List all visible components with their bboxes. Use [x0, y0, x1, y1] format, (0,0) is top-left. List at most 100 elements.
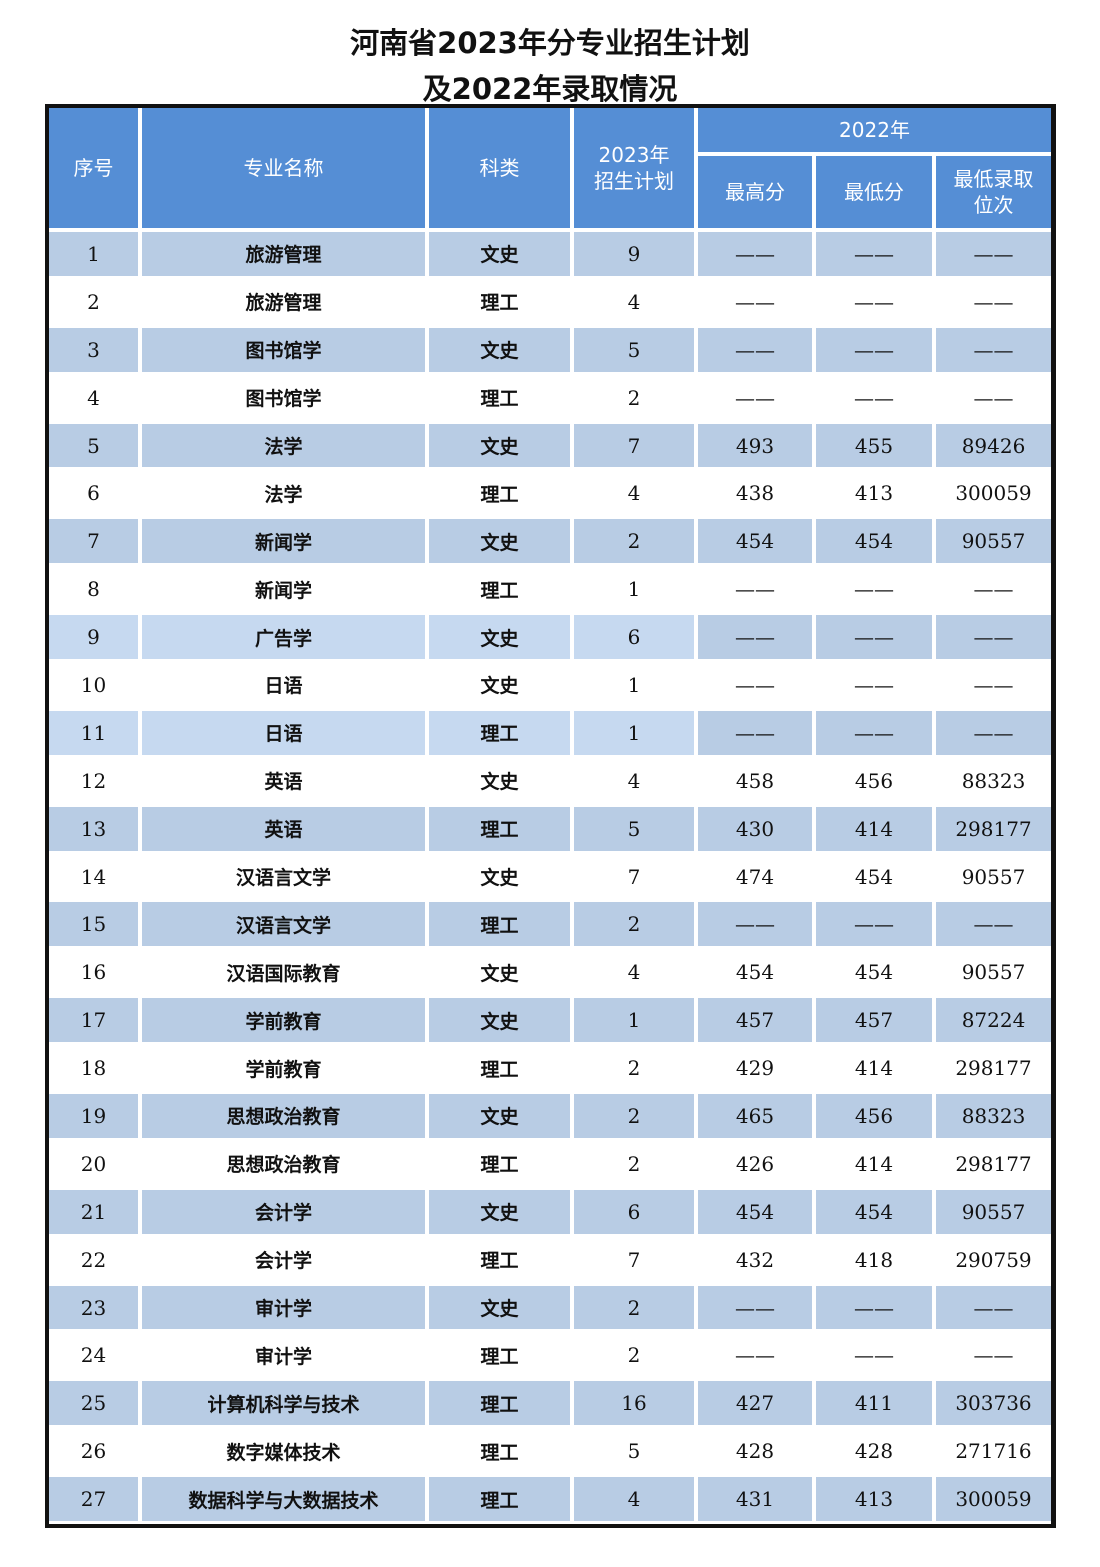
min-rank-cell: 300059: [936, 1477, 1051, 1522]
min-rank-cell: 87224: [936, 998, 1051, 1043]
index-cell: 14: [80, 864, 107, 889]
major-cell: 思想政治教育: [142, 1094, 425, 1138]
min-rank-cell: 298177: [936, 806, 1051, 851]
min-score-cell: 454: [816, 519, 932, 564]
max-score-cell: 438: [735, 481, 775, 506]
major-cell: 审计学: [254, 1345, 312, 1368]
category-cell: 理工: [480, 292, 519, 315]
max-score-cell: ——: [735, 385, 775, 410]
major-cell: 学前教育: [245, 1058, 322, 1081]
index-cell: 6: [87, 481, 100, 506]
index-cell: 11: [49, 710, 138, 755]
plan-cell: 2: [627, 385, 641, 410]
plan-cell: 6: [574, 615, 694, 660]
max-score-cell: ——: [698, 327, 812, 372]
category-cell: 文史: [429, 1285, 570, 1330]
min-score-cell: 454: [854, 864, 894, 889]
category-cell: 理工: [429, 710, 570, 755]
min-score-cell: ——: [854, 289, 894, 314]
index-cell: 23: [49, 1285, 138, 1330]
min-score-cell: 413: [816, 1477, 932, 1522]
category-cell: 理工: [429, 902, 570, 947]
major-cell: 日语: [264, 675, 303, 698]
index-cell: 13: [49, 806, 138, 851]
index-cell: 5: [49, 423, 138, 468]
max-score-cell: 454: [735, 960, 775, 985]
min-score-cell: 414: [816, 806, 932, 851]
max-score-cell: ——: [698, 615, 812, 660]
plan-cell: 7: [574, 423, 694, 468]
category-cell: 理工: [480, 388, 519, 411]
index-cell: 15: [49, 902, 138, 947]
major-cell: 广告学: [142, 615, 425, 660]
major-cell: 思想政治教育: [226, 1154, 341, 1177]
max-score-cell: ——: [735, 577, 775, 602]
plan-cell: 4: [627, 960, 641, 985]
plan-cell: 7: [627, 864, 641, 889]
category-cell: 文史: [429, 423, 570, 468]
max-score-cell: 428: [735, 1439, 775, 1464]
max-score-cell: 457: [698, 998, 812, 1043]
index-cell: 16: [80, 960, 107, 985]
major-cell: 数字媒体技术: [226, 1441, 341, 1464]
min-rank-cell: ——: [973, 577, 1014, 602]
major-cell: 会计学: [254, 1250, 312, 1273]
category-cell: 理工: [480, 1058, 519, 1081]
plan-cell: 9: [574, 232, 694, 276]
plan-cell: 5: [627, 1439, 641, 1464]
min-rank-cell: ——: [936, 710, 1051, 755]
plan-cell: 2: [627, 1151, 641, 1176]
major-cell: 日语: [142, 710, 425, 755]
major-cell: 汉语言文学: [142, 902, 425, 947]
category-cell: 文史: [480, 962, 519, 985]
index-cell: 26: [80, 1439, 107, 1464]
min-score-cell: ——: [854, 385, 894, 410]
min-score-cell: 413: [854, 481, 894, 506]
max-score-cell: ——: [698, 1285, 812, 1330]
index-cell: 9: [49, 615, 138, 660]
major-cell: 图书馆学: [245, 388, 322, 411]
category-cell: 理工: [480, 579, 519, 602]
category-cell: 理工: [480, 1345, 519, 1368]
header-plan: 2023年 招生计划: [574, 108, 694, 228]
index-cell: 22: [80, 1247, 107, 1272]
plan-cell: 4: [574, 1477, 694, 1522]
header-min-score: 最低分: [816, 156, 932, 228]
max-score-cell: ——: [735, 672, 775, 697]
plan-cell: 5: [574, 327, 694, 372]
min-rank-cell: ——: [936, 232, 1051, 276]
min-score-cell: 414: [854, 1151, 894, 1176]
major-cell: 新闻学: [254, 579, 312, 602]
min-score-cell: ——: [816, 232, 932, 276]
max-score-cell: ——: [735, 289, 775, 314]
min-rank-cell: 300059: [955, 481, 1032, 506]
plan-cell: 1: [574, 710, 694, 755]
min-rank-cell: 90557: [936, 519, 1051, 564]
major-cell: 图书馆学: [142, 327, 425, 372]
plan-cell: 2: [627, 1343, 641, 1368]
major-cell: 数据科学与大数据技术: [142, 1477, 425, 1522]
header-min-rank: 最低录取 位次: [936, 156, 1051, 228]
max-score-cell: 432: [735, 1247, 775, 1272]
max-score-cell: ——: [735, 1343, 775, 1368]
max-score-cell: 458: [735, 768, 775, 793]
plan-cell: 4: [627, 768, 641, 793]
index-cell: 3: [49, 327, 138, 372]
min-score-cell: 456: [854, 768, 894, 793]
max-score-cell: 465: [698, 1094, 812, 1138]
min-rank-cell: ——: [973, 672, 1014, 697]
plan-cell: 5: [574, 806, 694, 851]
index-cell: 24: [80, 1343, 107, 1368]
index-cell: 10: [80, 672, 107, 697]
min-rank-cell: 88323: [961, 768, 1026, 793]
max-score-cell: 430: [698, 806, 812, 851]
min-score-cell: ——: [854, 1343, 894, 1368]
category-cell: 理工: [480, 1441, 519, 1464]
header-major: 专业名称: [142, 108, 425, 228]
header-index: 序号: [49, 108, 138, 228]
max-score-cell: ——: [698, 232, 812, 276]
major-cell: 会计学: [142, 1189, 425, 1234]
max-score-cell: 427: [698, 1381, 812, 1426]
category-cell: 理工: [480, 1250, 519, 1273]
max-score-cell: ——: [698, 902, 812, 947]
